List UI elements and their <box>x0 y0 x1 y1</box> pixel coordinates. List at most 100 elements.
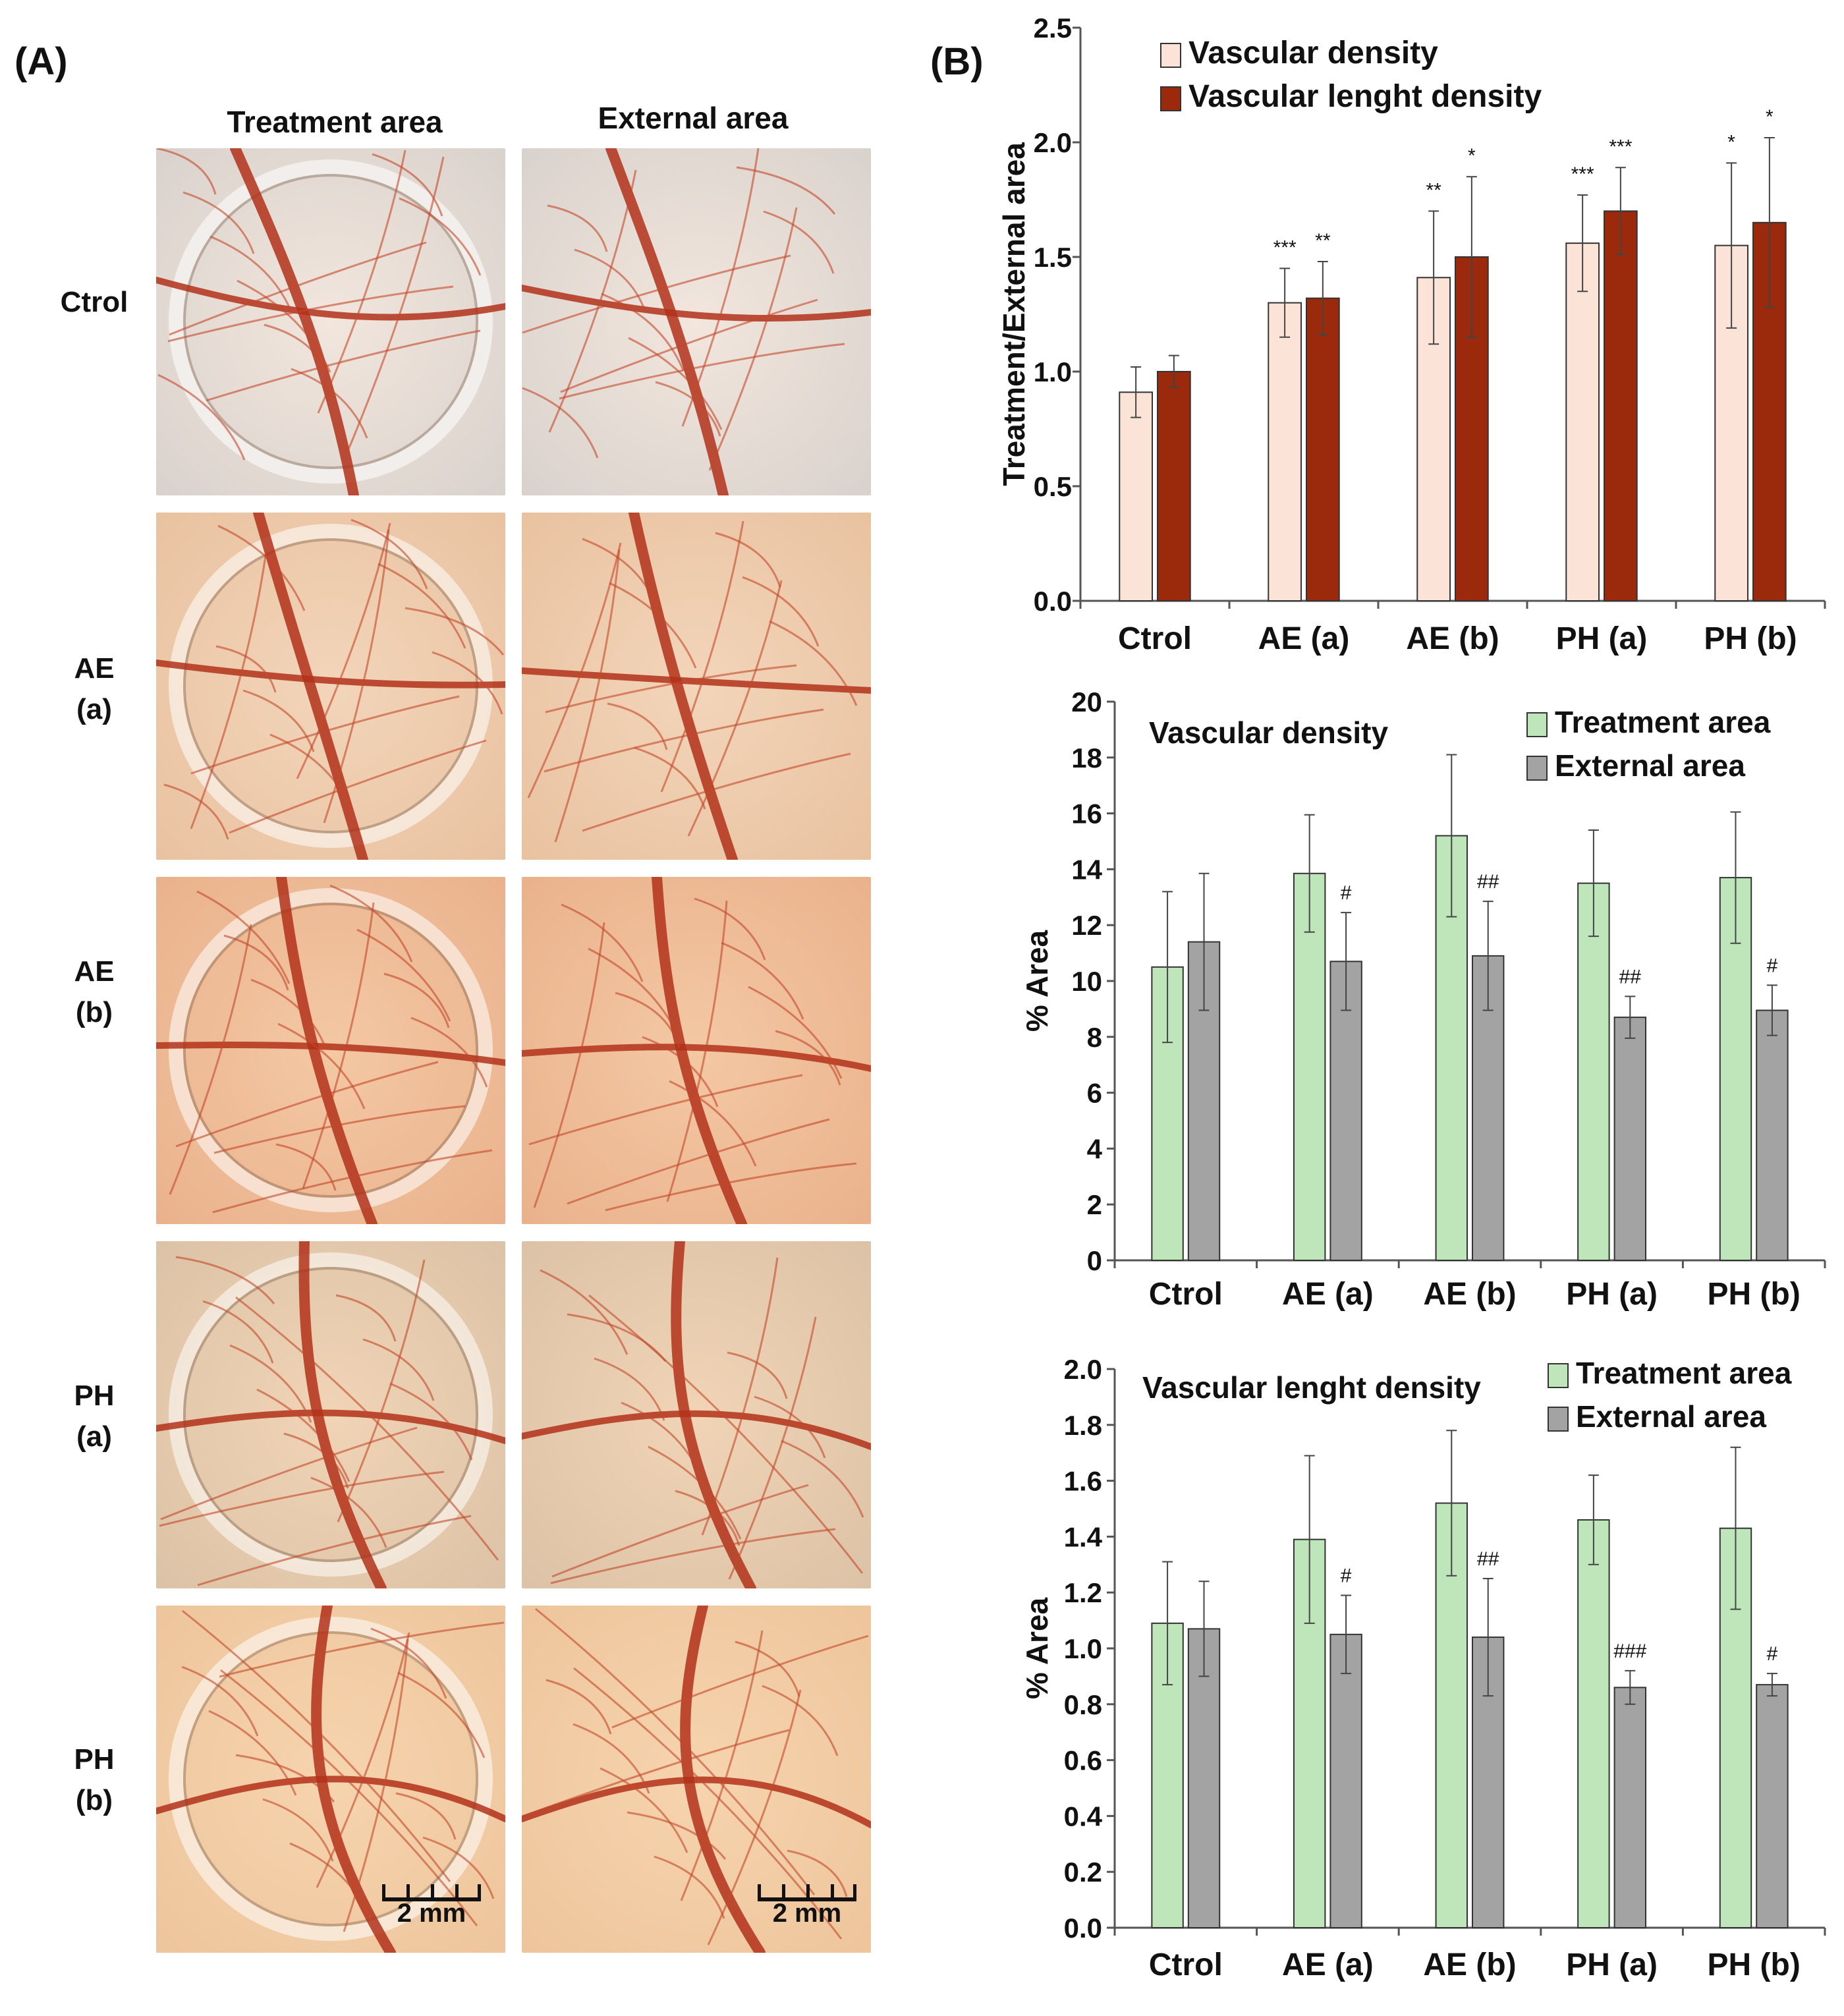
silicone-ring-edge <box>183 174 478 469</box>
capillary <box>781 1440 864 1518</box>
capillary <box>607 702 668 750</box>
capillary <box>223 934 289 991</box>
y-axis-label: Treatment/External area <box>997 142 1031 486</box>
capillary <box>675 1490 740 1546</box>
row-label-ae-a: AE (a) <box>51 648 137 730</box>
capillary <box>567 1118 830 1205</box>
cam-photo <box>522 1241 871 1588</box>
capillary <box>175 1256 275 1304</box>
row-label-line2: (b) <box>75 1784 113 1816</box>
cam-photo-image <box>156 1606 505 1953</box>
capillary <box>157 374 246 461</box>
y-tick-label: 8 <box>1087 1022 1102 1053</box>
capillary <box>210 235 293 314</box>
bar <box>1565 242 1600 602</box>
capillary <box>654 1855 725 1919</box>
capillary <box>762 1685 839 1756</box>
capillary <box>337 1259 426 1523</box>
y-tick-label: 12 <box>1071 910 1102 941</box>
cam-photo <box>156 1241 505 1588</box>
y-tick-label: 0.0 <box>1064 1913 1102 1944</box>
capillary <box>383 972 450 1028</box>
significance-label: *** <box>1571 163 1594 185</box>
capillary <box>370 1627 447 1699</box>
capillary <box>669 1080 757 1167</box>
legend-swatch <box>1526 712 1548 737</box>
bar <box>1329 1633 1362 1928</box>
capillary <box>389 1382 473 1461</box>
cam-photo-image <box>522 1606 871 1953</box>
y-tick-label: 20 <box>1071 686 1102 717</box>
capillary <box>215 645 277 693</box>
y-tick-label: 0.6 <box>1064 1745 1102 1776</box>
cam-photo <box>156 148 505 495</box>
capillary <box>283 1432 349 1489</box>
chart-svg: 0 2 4 6 8 10 12 14 16 18 20 Ctrol AE (a) AE (b) PH (a)… <box>1020 686 1826 1312</box>
capillary <box>742 576 820 647</box>
capillary <box>548 169 637 433</box>
cam-photo <box>156 513 505 860</box>
capillary <box>522 387 599 459</box>
y-axis-label: % Area <box>1020 930 1054 1032</box>
capillary <box>275 1143 337 1191</box>
category-label: PH (b) <box>1708 1277 1801 1312</box>
cam-photo-image <box>522 1241 871 1588</box>
capillary <box>655 381 721 437</box>
capillary <box>316 1632 410 1888</box>
capillary <box>229 1344 312 1423</box>
capillary <box>213 1105 466 1154</box>
capillary <box>763 210 835 274</box>
capillary <box>727 1351 788 1399</box>
capillary <box>642 1036 719 1107</box>
capillary <box>432 651 503 715</box>
category-label: PH (b) <box>1708 1947 1801 1982</box>
capillary <box>356 928 451 1022</box>
y-tick-label: 0.5 <box>1034 471 1072 502</box>
capillary <box>182 1610 451 1882</box>
external-area-header: External area <box>598 101 789 135</box>
capillary <box>410 1017 488 1088</box>
cam-photo <box>156 1606 505 1953</box>
capillary <box>681 148 760 427</box>
row-label-ctrol: Ctrol <box>51 282 137 323</box>
cam-photo-image <box>156 513 505 860</box>
y-tick-label: 0 <box>1087 1245 1102 1276</box>
capillary <box>190 551 267 829</box>
bar <box>1613 1687 1647 1928</box>
capillary <box>242 689 315 752</box>
blood-vessel <box>522 285 871 322</box>
significance-label: * <box>1468 145 1476 167</box>
cam-photo <box>522 1606 871 1953</box>
capillary <box>769 620 858 706</box>
y-tick-label: 1.4 <box>1064 1521 1103 1552</box>
cam-photo-image <box>156 877 505 1224</box>
legend-swatch <box>1160 86 1181 111</box>
silicone-ring <box>169 1252 493 1577</box>
capillary <box>362 1338 435 1401</box>
significance-label: ** <box>1315 230 1331 252</box>
cam-photo <box>522 877 871 1224</box>
legend-label: Vascular lenght density <box>1188 79 1542 114</box>
capillary <box>680 1630 764 1901</box>
y-tick-label: 0.0 <box>1034 586 1072 617</box>
capillary <box>212 1149 493 1214</box>
capillary <box>208 1710 297 1796</box>
capillary <box>197 1515 472 1586</box>
cam-photo <box>522 148 871 495</box>
capillary <box>594 1357 665 1421</box>
chart-title: Vascular lenght density <box>1142 1370 1481 1405</box>
row-label-ph-b: PH (b) <box>51 1739 137 1821</box>
capillary <box>159 1470 445 1527</box>
capillary <box>202 1300 274 1364</box>
capillary <box>344 156 445 458</box>
bar <box>1577 882 1610 1262</box>
silicone-ring-edge <box>183 903 478 1198</box>
chart-svg: 0.0 0.2 0.4 0.6 0.8 1.0 1.2 1.4 1.6 1.8 2.0 Ctrol AE… <box>1020 1354 1826 1982</box>
capillary <box>721 941 804 1020</box>
capillary <box>182 191 255 254</box>
silicone-ring <box>169 159 493 484</box>
bar <box>1293 872 1326 1261</box>
capillary <box>621 1401 704 1480</box>
cam-photo <box>522 513 871 860</box>
capillary <box>377 563 466 649</box>
